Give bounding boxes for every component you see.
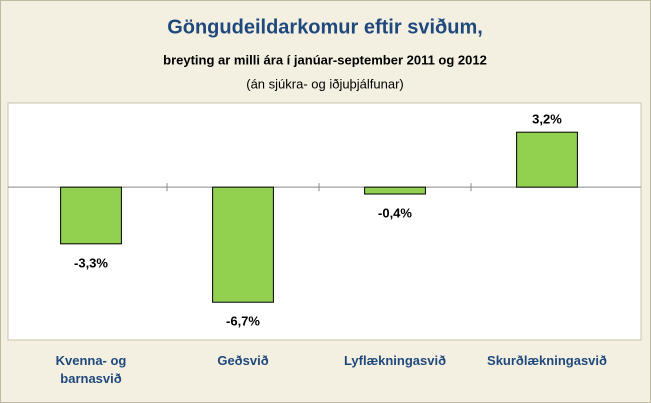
x-tick-label: Geðsvið — [217, 353, 269, 368]
bar — [516, 131, 578, 188]
bar — [364, 186, 426, 195]
chart-subtitle: breyting ar milli ára í janúar-september… — [163, 52, 487, 67]
value-label: -0,4% — [378, 205, 412, 220]
chart-title: Göngudeildarkomur eftir sviðum, — [167, 16, 483, 38]
bar — [212, 186, 274, 303]
x-tick-label: Lyflækningasvið — [343, 353, 447, 368]
value-label: -3,3% — [74, 255, 108, 270]
x-tick-label-box: Lyflækningasvið — [343, 353, 447, 368]
x-tick-label: Skurðlækningasvið — [487, 353, 607, 368]
x-tick-label-box: Geðsvið — [217, 353, 269, 368]
chart-note: (án sjúkra- og iðjuþjálfunar) — [246, 76, 404, 91]
bar — [60, 186, 122, 245]
x-tick-label: Kvenna- og barnasvið — [55, 353, 127, 386]
x-tick-label-box: Skurðlækningasvið — [487, 353, 607, 368]
value-label: -6,7% — [226, 314, 260, 329]
value-label: 3,2% — [532, 112, 562, 127]
x-tick-label-box: Kvenna- og barnasvið — [55, 353, 127, 386]
